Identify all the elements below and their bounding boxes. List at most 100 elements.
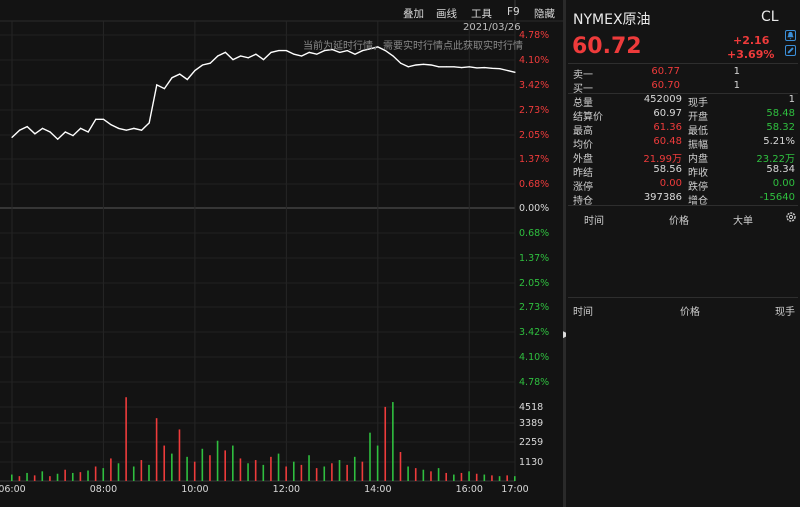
volume-bar xyxy=(514,476,516,481)
price-point xyxy=(308,51,310,53)
overlay-button[interactable]: 叠加 xyxy=(403,8,424,20)
y-tick-label-down: 4.10% xyxy=(519,352,549,363)
volume-bar xyxy=(437,468,440,481)
price-point xyxy=(232,59,234,61)
stat-label: 结算价 xyxy=(573,112,603,123)
price-point xyxy=(499,68,501,70)
price-point xyxy=(110,124,112,126)
last-price: 60.72 xyxy=(572,34,642,59)
draw-line-button[interactable]: 画线 xyxy=(436,8,457,20)
price-point xyxy=(148,122,150,124)
price-change-percent: +3.69% xyxy=(727,48,775,61)
price-point xyxy=(430,64,432,66)
volume-bar xyxy=(171,453,173,481)
volume-bar xyxy=(277,453,280,481)
volume-bar xyxy=(353,456,356,481)
price-point xyxy=(339,51,341,53)
delay-notice-link[interactable]: 当前为延时行情，需要实时行情点此获取实时行情 xyxy=(303,41,523,52)
volume-bar xyxy=(338,460,341,481)
price-point xyxy=(41,127,44,129)
y-tick-label-zero: 0.00% xyxy=(519,203,549,214)
volume-bar xyxy=(300,464,303,481)
stat-value: 23.22万 xyxy=(756,154,795,165)
price-point xyxy=(133,127,135,129)
volume-bar xyxy=(292,461,295,481)
stat-label: 总量 xyxy=(573,98,593,109)
volume-bar xyxy=(193,461,196,481)
y-tick-label-up: 2.73% xyxy=(519,105,549,116)
edit-icon[interactable] xyxy=(785,45,796,56)
volume-bar xyxy=(49,476,51,481)
volume-bar xyxy=(422,469,425,481)
stat-value: 60.48 xyxy=(653,136,682,147)
price-point xyxy=(179,73,181,75)
stat-label: 均价 xyxy=(573,140,593,151)
x-tick-label: 17:00 xyxy=(501,484,528,495)
trades-header-bigorder: 大单 xyxy=(733,216,753,227)
f9-button[interactable]: F9 xyxy=(507,6,520,18)
y-tick-label-up: 2.05% xyxy=(519,130,549,141)
instrument-name: NYMEX原油 xyxy=(573,12,651,28)
hide-button[interactable]: 隐藏 xyxy=(534,8,555,20)
volume-bar xyxy=(384,406,387,481)
y-tick-label-down: 2.05% xyxy=(519,278,549,289)
price-point xyxy=(163,87,166,90)
volume-bar xyxy=(453,474,455,481)
stat-label: 最高 xyxy=(573,126,593,137)
price-point xyxy=(316,53,318,55)
price-point xyxy=(354,53,356,55)
stat-label: 内盘 xyxy=(688,154,708,165)
price-point xyxy=(194,69,196,72)
volume-bar xyxy=(216,440,219,481)
price-point xyxy=(506,69,508,72)
price-point xyxy=(255,53,257,55)
volume-bar xyxy=(323,466,326,481)
price-point xyxy=(468,66,470,68)
price-point xyxy=(346,49,348,52)
price-point xyxy=(400,62,402,64)
panel-separator[interactable] xyxy=(563,0,566,507)
price-point xyxy=(57,138,59,140)
price-point xyxy=(49,131,51,133)
price-point xyxy=(369,48,371,50)
x-tick-label: 12:00 xyxy=(273,484,300,495)
price-point xyxy=(140,129,143,131)
divider xyxy=(568,297,798,298)
stat-value: 61.36 xyxy=(653,122,682,133)
y-tick-label-up: 0.68% xyxy=(519,179,549,190)
ticks-header-qty: 现手 xyxy=(775,307,795,318)
volume-bar xyxy=(224,450,226,481)
volume-bar xyxy=(26,472,28,481)
divider xyxy=(568,93,798,94)
price-point xyxy=(95,118,97,120)
price-point xyxy=(476,67,478,69)
bid1-qty: 1 xyxy=(733,80,740,91)
price-point xyxy=(201,64,204,66)
trades-header-time: 时间 xyxy=(584,216,604,227)
volume-bar xyxy=(376,445,379,481)
bell-icon[interactable] xyxy=(785,30,796,41)
price-point xyxy=(270,51,272,53)
tools-button[interactable]: 工具 xyxy=(471,8,492,20)
price-point xyxy=(461,66,463,69)
price-point xyxy=(125,129,127,131)
price-point xyxy=(102,118,105,120)
gear-icon[interactable] xyxy=(785,211,797,226)
price-change: +2.16 xyxy=(733,34,770,47)
price-point xyxy=(217,55,219,57)
x-tick-label: 16:00 xyxy=(456,484,483,495)
stat-value: 58.32 xyxy=(766,122,795,133)
intraday-chart[interactable]: 4.78% 4.10% 3.42% 2.73% 2.05% 1.37% 0.68% 0.00%… xyxy=(0,0,563,507)
volume-bar xyxy=(475,473,478,481)
volume-bar xyxy=(430,471,432,481)
price-series-line xyxy=(11,46,516,141)
volume-bar xyxy=(186,456,188,481)
stat-label: 外盘 xyxy=(573,154,593,165)
price-point xyxy=(118,127,120,129)
volume-bar xyxy=(414,468,417,481)
volume-bar xyxy=(232,445,234,481)
quote-panel xyxy=(566,0,800,507)
y-tick-label-up: 1.37% xyxy=(519,154,549,165)
price-point xyxy=(323,49,326,52)
price-point xyxy=(209,62,211,64)
